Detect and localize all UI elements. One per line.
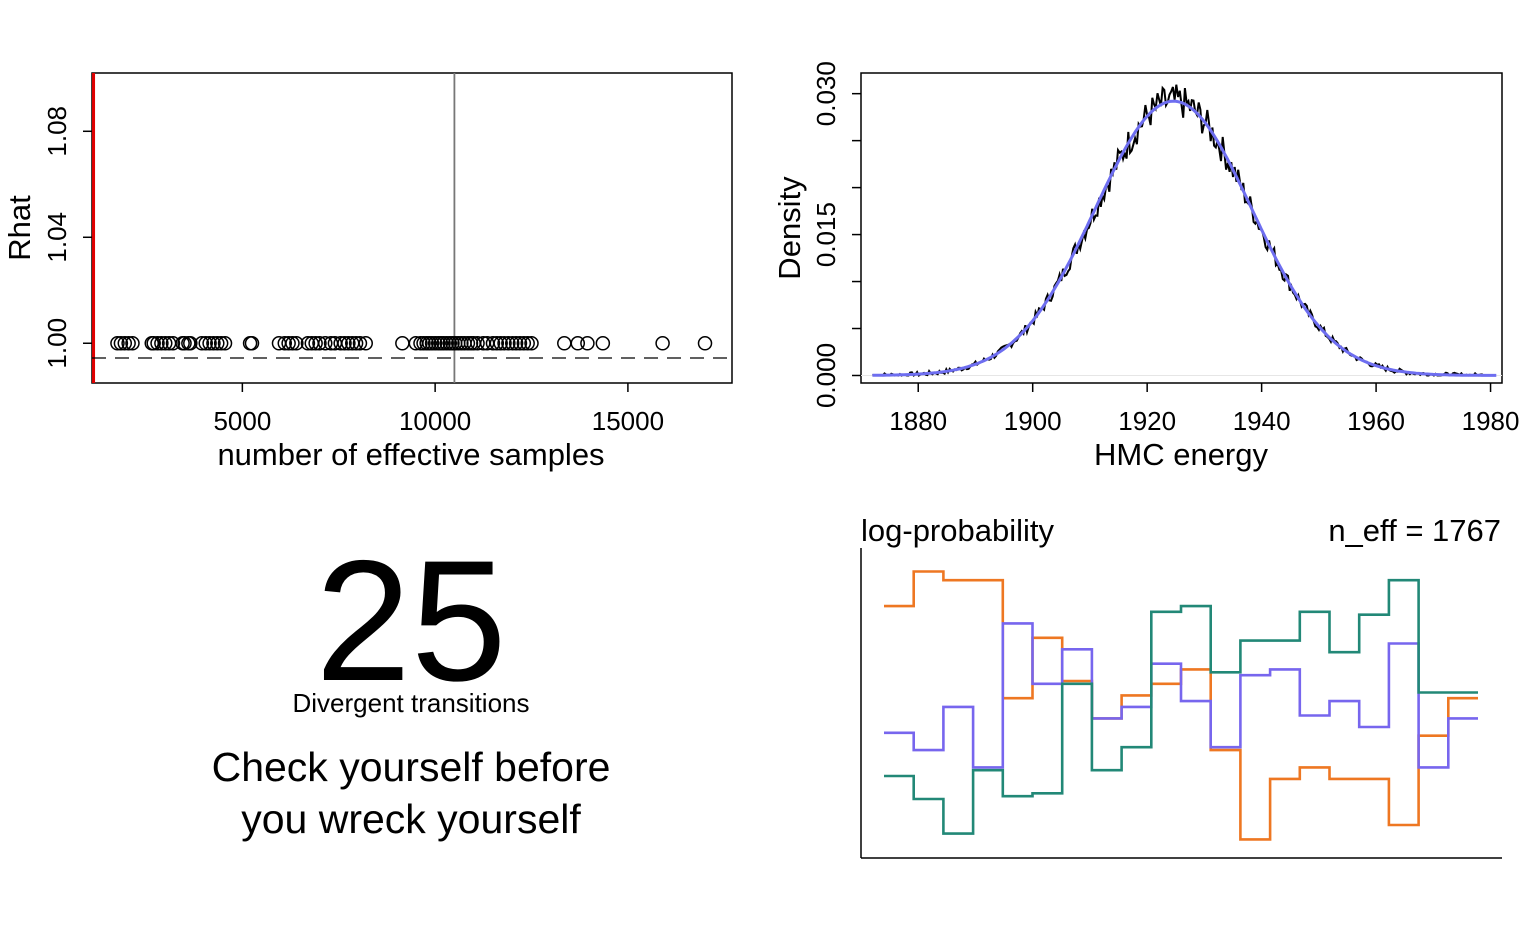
rhat-point xyxy=(150,336,165,351)
rhat-point xyxy=(318,336,333,351)
trace-series-line xyxy=(884,578,1478,835)
divergent-panel: 25 Divergent transitions Check yourself … xyxy=(212,525,611,842)
rhat-point xyxy=(177,336,192,351)
trace-series-line xyxy=(884,622,1478,769)
rhat-point xyxy=(557,336,572,351)
rhat-point xyxy=(570,336,586,351)
trace-title: log-probability xyxy=(861,513,1054,548)
rhat-point xyxy=(300,336,316,351)
rhat-point xyxy=(202,336,217,351)
rhat-y-tick-label: 1.04 xyxy=(42,212,72,263)
rhat-point xyxy=(154,336,169,351)
rhat-point xyxy=(485,336,501,351)
rhat-point xyxy=(183,336,198,351)
rhat-point xyxy=(333,336,348,351)
rhat-point xyxy=(520,336,535,351)
trace-panel: log-probability n_eff = 1767 xyxy=(860,513,1502,859)
rhat-point xyxy=(516,336,532,351)
rhat-point xyxy=(110,336,125,351)
rhat-point xyxy=(308,336,323,351)
rhat-y-tick-label: 1.08 xyxy=(42,106,72,157)
rhat-point xyxy=(217,336,233,351)
rhat-point xyxy=(595,336,611,351)
rhat-x-axis-label: number of effective samples xyxy=(217,437,604,472)
rhat-point xyxy=(358,336,373,351)
rhat-point xyxy=(277,336,293,351)
rhat-point xyxy=(512,336,528,351)
density-x-tick-label: 1900 xyxy=(1004,406,1062,436)
rhat-point xyxy=(312,336,327,351)
rhat-point xyxy=(194,336,210,351)
divergent-message-line1: Check yourself before xyxy=(212,744,611,790)
rhat-point xyxy=(158,336,173,351)
rhat-point xyxy=(489,336,505,351)
rhat-x-tick-label: 5000 xyxy=(213,406,271,436)
density-x-axis-label: HMC energy xyxy=(1094,437,1268,472)
rhat-point xyxy=(470,336,485,351)
rhat-point xyxy=(395,336,410,351)
energy-density-panel: 1880 1900 1920 1940 1960 1980 0.000 0.015 0.030… xyxy=(772,61,1519,472)
density-x-tick-label: 1920 xyxy=(1118,406,1176,436)
rhat-point xyxy=(580,336,595,351)
rhat-point xyxy=(285,336,300,351)
rhat-point xyxy=(337,336,352,351)
rhat-point xyxy=(198,336,213,351)
rhat-y-tick-label: 1.00 xyxy=(42,318,72,369)
rhat-point xyxy=(213,336,229,351)
rhat-point xyxy=(125,336,140,351)
rhat-point xyxy=(117,336,133,351)
rhat-point xyxy=(165,336,181,351)
rhat-plot-frame xyxy=(91,72,733,384)
rhat-point xyxy=(244,336,260,351)
rhat-x-tick-label: 10000 xyxy=(399,406,471,436)
rhat-point xyxy=(289,336,304,351)
rhat-y-axis-label: Rhat xyxy=(2,195,37,261)
rhat-point xyxy=(348,336,364,351)
trace-neff-annotation: n_eff = 1767 xyxy=(1328,513,1501,548)
rhat-point xyxy=(497,336,512,351)
divergent-message-line2: you wreck yourself xyxy=(241,796,581,842)
density-x-tick-label: 1960 xyxy=(1347,406,1405,436)
density-x-tick-label: 1940 xyxy=(1233,406,1291,436)
rhat-point xyxy=(504,336,520,351)
rhat-point xyxy=(281,336,296,351)
rhat-point xyxy=(655,336,670,351)
rhat-point xyxy=(341,336,356,351)
density-y-tick-label: 0.015 xyxy=(811,202,841,267)
rhat-point xyxy=(493,336,508,351)
density-y-axis-label: Density xyxy=(772,176,807,280)
rhat-point xyxy=(121,336,136,351)
divergent-label: Divergent transitions xyxy=(293,688,530,718)
rhat-point xyxy=(113,336,129,351)
density-empirical-line xyxy=(872,84,1496,377)
density-plot-frame xyxy=(860,72,1503,384)
rhat-point xyxy=(508,336,524,351)
density-x-tick-label: 1980 xyxy=(1462,406,1520,436)
density-smooth-line xyxy=(872,99,1497,377)
density-y-tick-label: 0.000 xyxy=(811,343,841,408)
rhat-point xyxy=(210,336,225,351)
rhat-point xyxy=(697,336,713,351)
rhat-point xyxy=(501,336,516,351)
rhat-neff-panel: 5000 10000 15000 1.00 1.04 1.08 number of ef… xyxy=(2,72,733,472)
rhat-point xyxy=(524,336,539,351)
rhat-x-tick-label: 15000 xyxy=(592,406,664,436)
rhat-point xyxy=(146,336,161,351)
rhat-point xyxy=(352,336,368,351)
density-y-tick-label: 0.030 xyxy=(811,61,841,126)
divergent-count: 25 xyxy=(315,525,506,717)
density-x-tick-label: 1880 xyxy=(889,406,947,436)
rhat-point xyxy=(206,336,221,351)
